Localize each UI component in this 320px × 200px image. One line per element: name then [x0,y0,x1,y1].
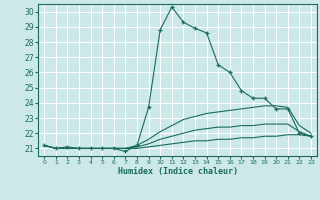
X-axis label: Humidex (Indice chaleur): Humidex (Indice chaleur) [118,167,238,176]
